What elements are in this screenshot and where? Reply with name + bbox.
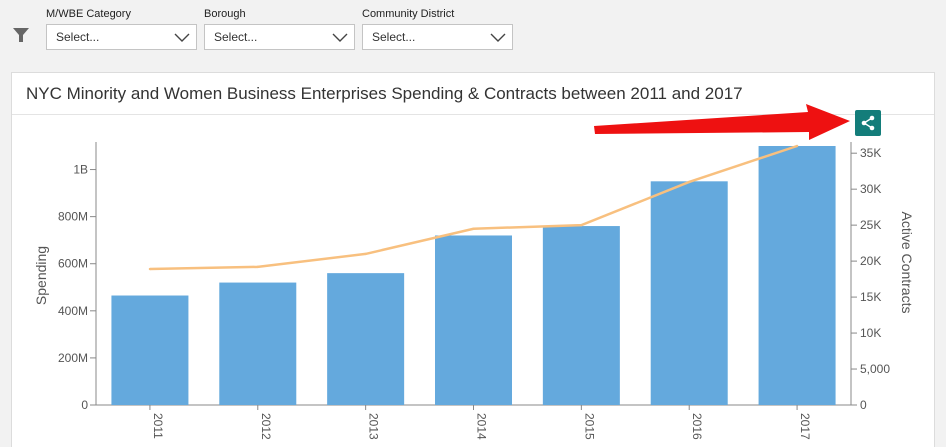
y2-tick-label: 0 (860, 398, 867, 412)
y-axis-title: Spending (33, 246, 49, 305)
chevron-down-icon (490, 33, 506, 42)
chevron-down-icon (332, 33, 348, 42)
y-tick-label: 1B (73, 163, 88, 177)
y-tick-label: 0 (81, 398, 88, 412)
y2-tick-label: 20K (860, 254, 881, 268)
card-header: NYC Minority and Women Business Enterpri… (12, 73, 934, 115)
x-tick-label: 2013 (367, 413, 381, 440)
bar (111, 295, 189, 405)
bar (650, 181, 728, 405)
filter-label: Community District (362, 8, 455, 20)
line-point (364, 252, 367, 256)
y2-tick-label: 30K (860, 182, 881, 196)
line-point (472, 227, 475, 230)
bar (327, 273, 405, 405)
line-point (148, 267, 152, 271)
filter-borough: Borough Select... (204, 8, 355, 50)
community-district-select[interactable]: Select... (362, 24, 513, 50)
x-tick-label: 2012 (259, 413, 273, 440)
filter-bar: M/WBE Category Select... Borough Select.… (0, 0, 946, 60)
share-button[interactable] (855, 110, 881, 136)
chart-title: NYC Minority and Women Business Enterpri… (26, 84, 743, 103)
select-value: Select... (372, 30, 416, 44)
x-tick-label: 2011 (151, 413, 165, 439)
x-tick-label: 2017 (798, 413, 812, 440)
borough-select[interactable]: Select... (204, 24, 355, 50)
line-point (580, 223, 583, 227)
y-tick-label: 200M (58, 351, 88, 365)
select-value: Select... (56, 30, 100, 44)
bar (542, 226, 620, 405)
filter-label: Borough (204, 8, 246, 20)
y2-tick-label: 35K (860, 146, 881, 160)
y2-tick-label: 15K (860, 290, 881, 304)
y-tick-label: 800M (58, 210, 88, 224)
x-tick-label: 2016 (690, 413, 704, 440)
filter-mwbe-category: M/WBE Category Select... (46, 8, 197, 50)
x-tick-label: 2014 (475, 413, 489, 440)
bar (758, 146, 836, 405)
filter-label: M/WBE Category (46, 8, 131, 20)
bar (219, 282, 297, 405)
bar (435, 235, 512, 405)
line-point (795, 144, 799, 148)
y2-axis-title: Active Contracts (899, 212, 915, 314)
chevron-down-icon (174, 33, 190, 42)
y-tick-label: 400M (58, 304, 88, 318)
line-point (688, 180, 691, 184)
filter-icon (13, 28, 29, 42)
y-tick-label: 600M (58, 257, 88, 271)
line-point (256, 265, 259, 269)
x-tick-label: 2015 (582, 413, 596, 440)
y2-tick-label: 25K (860, 218, 881, 232)
filter-community-district: Community District Select... (362, 8, 513, 50)
select-value: Select... (214, 30, 258, 44)
y2-tick-label: 5,000 (860, 362, 890, 376)
share-icon (861, 115, 875, 131)
y2-tick-label: 10K (860, 326, 881, 340)
mwbe-category-select[interactable]: Select... (46, 24, 197, 50)
